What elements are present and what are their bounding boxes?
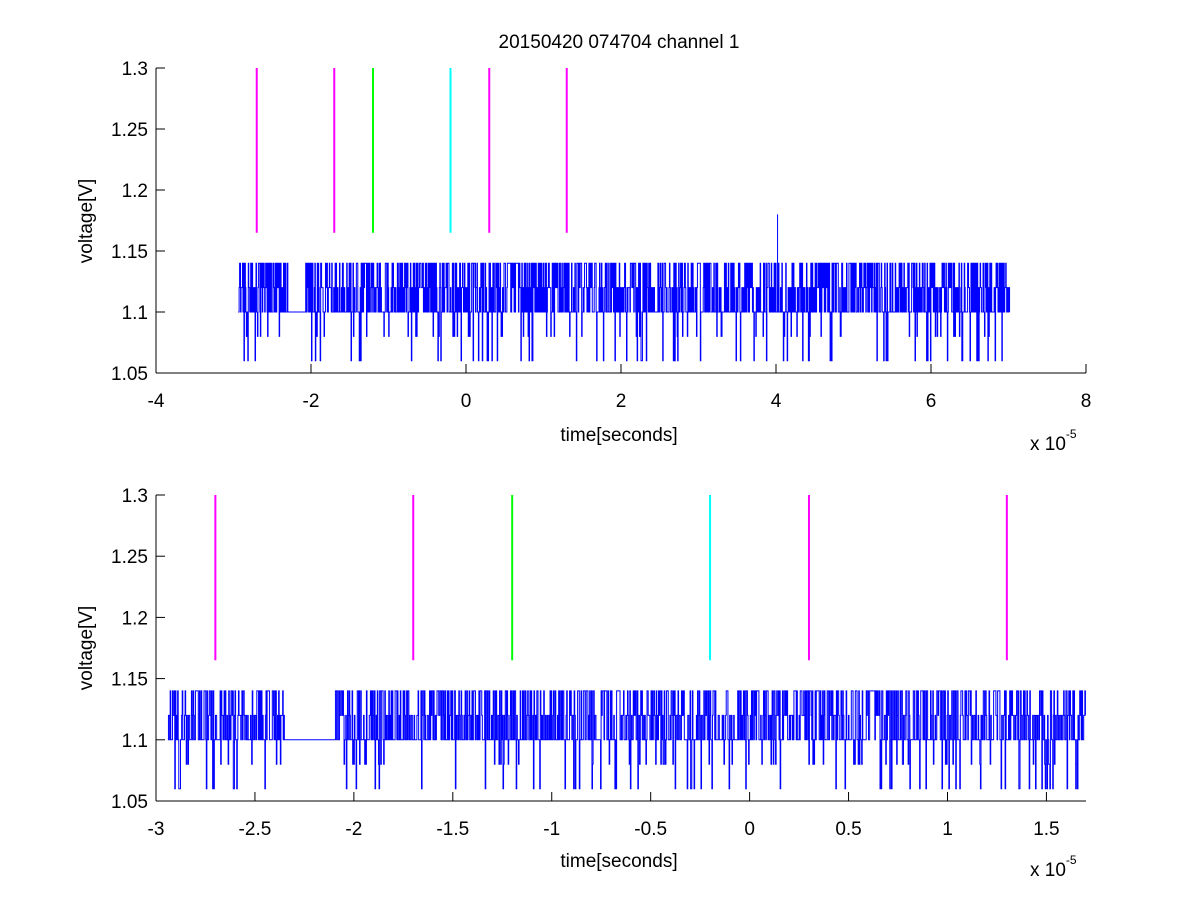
x-tick-label: -2.5 <box>239 819 272 840</box>
voltage-series-line <box>167 690 1086 790</box>
top-axes: -4 -2 0 2 4 6 8 1.05 1.1 1.15 1.2 1.25 1.3 <box>111 59 1091 412</box>
y-tick-label: 1.05 <box>111 792 148 813</box>
bottom-plot-panel: -3 -2.5 -2 -1.5 -1 -0.5 0 0.5 1 1.5 1.05 1.1 1.15 1.2… <box>76 486 1086 881</box>
top-y-axis-label: voltage[V] <box>76 179 97 264</box>
x-tick-label: 0 <box>744 819 755 840</box>
x-tick-label: 1 <box>942 819 953 840</box>
x-tick-label: 6 <box>926 391 937 412</box>
x-tick-label: -4 <box>148 391 165 412</box>
y-tick-label: 1.3 <box>122 486 148 507</box>
bottom-voltage-trace <box>167 690 1086 790</box>
bottom-y-axis-label: voltage[V] <box>76 606 97 691</box>
figure-title: 20150420 074704 channel 1 <box>499 32 740 53</box>
bottom-x-axis-label: time[seconds] <box>560 851 677 872</box>
x-tick-label: 2 <box>616 391 627 412</box>
bottom-event-markers <box>214 495 1008 661</box>
bottom-axes: -3 -2.5 -2 -1.5 -1 -0.5 0 0.5 1 1.5 1.05 1.1 1.15 1.2… <box>111 486 1086 840</box>
top-voltage-trace <box>238 214 1011 362</box>
x-tick-label: -1 <box>543 819 560 840</box>
y-tick-label: 1.2 <box>122 608 148 629</box>
y-tick-label: 1.25 <box>111 547 148 568</box>
y-tick-label: 1.05 <box>111 364 148 385</box>
top-event-markers <box>255 68 568 233</box>
x-tick-label: -3 <box>148 819 165 840</box>
x-tick-label: 0 <box>461 391 472 412</box>
y-tick-label: 1.1 <box>122 303 148 324</box>
y-tick-label: 1.15 <box>111 242 148 263</box>
x-tick-label: -2 <box>303 391 320 412</box>
bottom-x-exponent-label: x 10-5 <box>1030 853 1077 881</box>
top-x-exponent-label: x 10-5 <box>1030 427 1077 455</box>
y-tick-label: 1.3 <box>122 59 148 80</box>
x-tick-label: -1.5 <box>436 819 469 840</box>
x-tick-label: 1.5 <box>1033 819 1059 840</box>
top-x-axis-label: time[seconds] <box>560 425 677 446</box>
x-tick-label: -0.5 <box>634 819 667 840</box>
y-tick-label: 1.15 <box>111 670 148 691</box>
x-tick-label: 8 <box>1081 391 1092 412</box>
voltage-series-line <box>238 214 1011 362</box>
y-tick-label: 1.2 <box>122 181 148 202</box>
x-tick-label: 4 <box>771 391 782 412</box>
y-tick-label: 1.25 <box>111 120 148 141</box>
y-tick-label: 1.1 <box>122 731 148 752</box>
x-tick-label: 0.5 <box>835 819 861 840</box>
top-plot-panel: -4 -2 0 2 4 6 8 1.05 1.1 1.15 1.2 1.25 1.3 time[seco… <box>76 59 1091 455</box>
x-tick-label: -2 <box>345 819 362 840</box>
